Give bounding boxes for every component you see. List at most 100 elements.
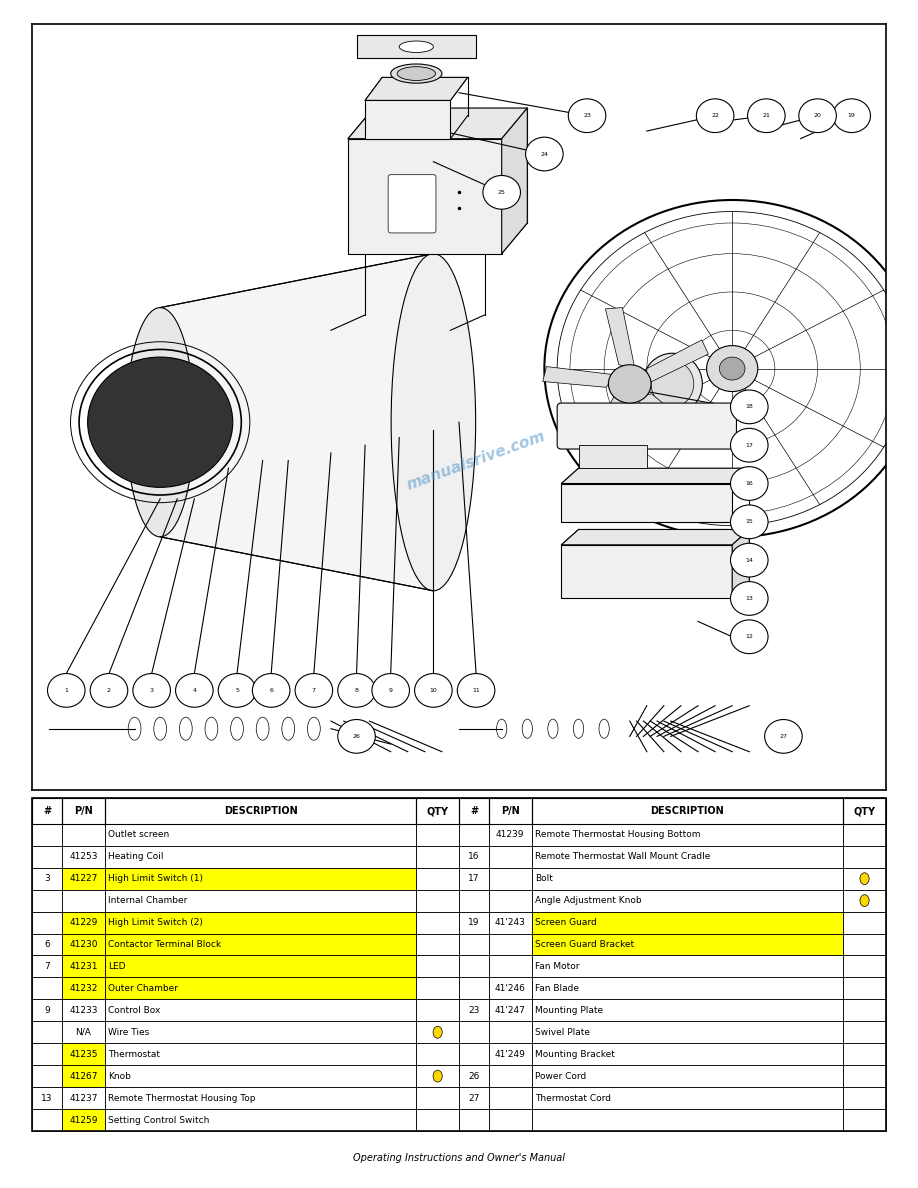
Bar (844, 798, 886, 823)
Bar (62, 955, 105, 978)
Bar (489, 798, 532, 823)
Polygon shape (586, 393, 626, 457)
Text: Swivel Plate: Swivel Plate (535, 1028, 590, 1037)
Bar (105, 867, 417, 890)
Bar (417, 1087, 459, 1110)
Bar (62, 1087, 105, 1110)
Bar (532, 955, 844, 978)
Text: 24: 24 (541, 152, 548, 157)
Text: 41237: 41237 (69, 1094, 97, 1102)
Bar (62, 846, 105, 867)
Bar (32, 1066, 62, 1087)
Bar (532, 1043, 844, 1066)
Bar (459, 999, 489, 1022)
Bar (32, 934, 62, 955)
Bar (489, 978, 532, 999)
Text: 6: 6 (269, 688, 274, 693)
Bar (62, 1110, 105, 1131)
Polygon shape (502, 108, 527, 253)
Bar (105, 911, 417, 934)
Text: Bolt: Bolt (535, 874, 554, 883)
Text: Internal Chamber: Internal Chamber (108, 896, 188, 905)
Text: QTY: QTY (427, 807, 449, 816)
Bar (417, 798, 459, 823)
Bar (62, 1110, 105, 1131)
Circle shape (799, 99, 836, 133)
Bar (417, 846, 459, 867)
Text: 14: 14 (745, 557, 753, 563)
Bar (365, 101, 451, 139)
Bar (459, 846, 489, 867)
Bar (844, 823, 886, 846)
Text: Mounting Plate: Mounting Plate (535, 1006, 603, 1015)
Text: 41233: 41233 (69, 1006, 97, 1015)
Circle shape (338, 674, 375, 707)
Bar (32, 798, 886, 1131)
Bar (105, 1043, 417, 1066)
Bar (62, 1066, 105, 1087)
Text: 9: 9 (44, 1006, 50, 1015)
Circle shape (87, 358, 233, 487)
Bar (532, 798, 844, 823)
Bar (105, 890, 417, 911)
Circle shape (218, 674, 256, 707)
Bar (459, 978, 489, 999)
Text: Mounting Bracket: Mounting Bracket (535, 1050, 615, 1059)
Text: QTY: QTY (854, 807, 876, 816)
Text: Operating Instructions and Owner's Manual: Operating Instructions and Owner's Manua… (353, 1154, 565, 1163)
Bar (532, 890, 844, 911)
Bar (105, 1022, 417, 1043)
Text: Thermostat Cord: Thermostat Cord (535, 1094, 611, 1102)
FancyBboxPatch shape (557, 403, 736, 449)
Bar (532, 1022, 844, 1043)
Text: Remote Thermostat Housing Bottom: Remote Thermostat Housing Bottom (535, 830, 700, 839)
Bar (459, 911, 489, 934)
Bar (489, 1022, 532, 1043)
Bar (32, 911, 62, 934)
Text: 3: 3 (150, 688, 153, 693)
Text: Heating Coil: Heating Coil (108, 852, 164, 861)
Polygon shape (733, 530, 749, 599)
Text: 23: 23 (583, 113, 591, 119)
Polygon shape (635, 393, 699, 442)
Bar (489, 1087, 532, 1110)
Text: P/N: P/N (74, 807, 93, 816)
Text: 41259: 41259 (69, 1116, 97, 1125)
Text: 41227: 41227 (69, 874, 97, 883)
Text: 23: 23 (468, 1006, 479, 1015)
Text: 27: 27 (468, 1094, 479, 1102)
Bar (844, 955, 886, 978)
Bar (32, 978, 62, 999)
Text: 19: 19 (468, 918, 480, 927)
Text: Wire Ties: Wire Ties (108, 1028, 150, 1037)
Polygon shape (647, 340, 709, 384)
Bar (459, 955, 489, 978)
Bar (105, 999, 417, 1022)
Bar (417, 867, 459, 890)
Circle shape (731, 620, 768, 653)
Text: 22: 22 (711, 113, 719, 119)
Text: 10: 10 (430, 688, 437, 693)
Bar (105, 934, 417, 955)
Circle shape (372, 674, 409, 707)
Circle shape (860, 895, 869, 906)
Polygon shape (348, 108, 527, 139)
Text: 18: 18 (745, 404, 753, 410)
Circle shape (731, 582, 768, 615)
Bar (532, 1110, 844, 1131)
Circle shape (90, 674, 128, 707)
Bar (844, 1110, 886, 1131)
Bar (62, 911, 105, 934)
Bar (62, 1066, 105, 1087)
Bar (105, 867, 417, 890)
Bar (62, 867, 105, 890)
Circle shape (433, 1026, 442, 1038)
Bar (32, 798, 62, 823)
Bar (62, 911, 105, 934)
Bar (417, 999, 459, 1022)
Circle shape (338, 720, 375, 753)
Bar (459, 1110, 489, 1131)
Text: 41231: 41231 (69, 962, 97, 971)
Bar (532, 1066, 844, 1087)
Text: 20: 20 (813, 113, 822, 119)
